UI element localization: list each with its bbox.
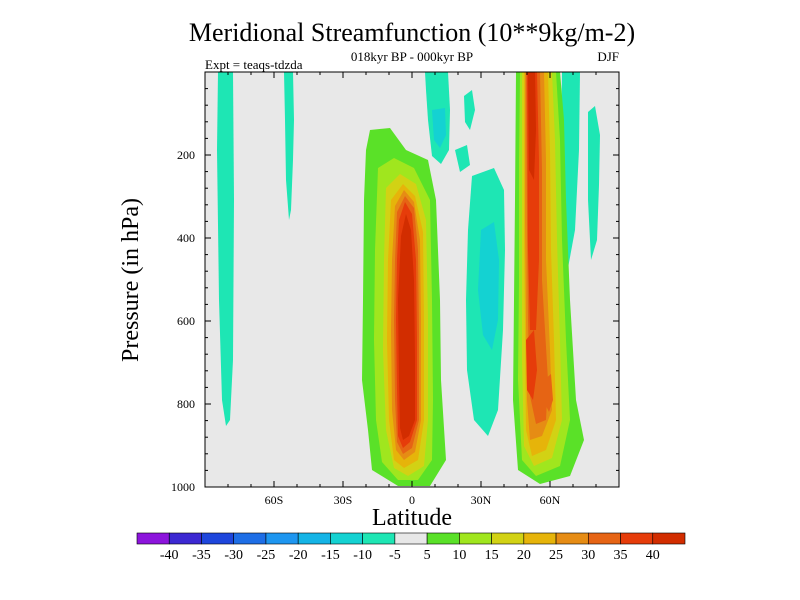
contour-nh-pos-40 xyxy=(528,72,536,180)
colorbar-swatch xyxy=(362,532,396,545)
colorbar-swatch xyxy=(459,532,492,545)
x-tick-label: 0 xyxy=(409,493,415,507)
colorbar-label: -5 xyxy=(389,548,401,563)
y-tick-label: 400 xyxy=(177,231,195,245)
contour-eq-pos-40 xyxy=(398,214,415,440)
colorbar-swatch xyxy=(587,532,621,545)
colorbar: -40 -35 -30 -25 -20 -15 -10 -5 5 10 15 20 25 30 35 40 xyxy=(136,532,686,563)
colorbar-swatch xyxy=(652,532,686,545)
subtitle-left: Expt = teaqs-tdzda xyxy=(205,57,303,72)
y-axis-label: Pressure (in hPa) xyxy=(118,198,144,362)
colorbar-swatch xyxy=(297,532,331,545)
colorbar-swatch xyxy=(555,532,589,545)
contour-nh-subtrop-neg-core xyxy=(478,222,499,350)
y-tick-label: 800 xyxy=(177,397,195,411)
plot-area: 60S 30S 0 30N 60N 200 400 600 800 1000 xyxy=(171,71,620,507)
colorbar-swatch xyxy=(233,532,267,545)
colorbar-label: 5 xyxy=(424,548,431,563)
subtitle-center: 018kyr BP - 000kyr BP xyxy=(351,49,473,64)
y-tick-label: 1000 xyxy=(171,480,195,494)
contour-sh-polar-neg xyxy=(217,72,234,426)
x-tick-label: 30S xyxy=(334,493,353,507)
contour-nh-pos-30-low xyxy=(544,374,553,412)
colorbar-label: 10 xyxy=(452,548,466,563)
colorbar-label: -25 xyxy=(257,548,276,563)
colorbar-label: 30 xyxy=(581,548,595,563)
colorbar-swatch xyxy=(168,532,202,545)
colorbar-swatch xyxy=(330,532,363,545)
colorbar-label: -20 xyxy=(289,548,308,563)
contour-trop-upper-neg-core xyxy=(432,108,446,148)
colorbar-label: 40 xyxy=(646,548,660,563)
y-tick-label: 200 xyxy=(177,148,195,162)
colorbar-swatch xyxy=(491,532,525,545)
subtitle-right: DJF xyxy=(597,49,619,64)
colorbar-swatch xyxy=(201,532,235,545)
contour-trop-small-neg-2 xyxy=(455,145,470,172)
x-tick-label: 30N xyxy=(471,493,492,507)
y-tick-label: 600 xyxy=(177,314,195,328)
colorbar-label: 15 xyxy=(485,548,499,563)
colorbar-label: -10 xyxy=(353,548,372,563)
tick-layer: 60S 30S 0 30N 60N 200 400 600 800 1000 xyxy=(171,72,619,507)
colorbar-swatch xyxy=(136,532,170,545)
contour-sh-filament-neg xyxy=(284,72,294,220)
colorbar-label: -30 xyxy=(224,548,243,563)
colorbar-label: -40 xyxy=(160,548,179,563)
colorbar-swatch xyxy=(265,532,299,545)
colorbar-label: -15 xyxy=(321,548,340,563)
colorbar-label: 25 xyxy=(549,548,563,563)
colorbar-swatch xyxy=(523,532,557,545)
x-axis-label: Latitude xyxy=(372,505,452,531)
contour-trop-small-neg xyxy=(464,90,475,130)
contour-nh-pos-35-low xyxy=(526,330,537,400)
colorbar-label: 20 xyxy=(517,548,531,563)
chart-title: Meridional Streamfunction (10**9kg/m-2) xyxy=(189,18,635,47)
contour-polar-neg xyxy=(588,106,600,260)
x-tick-label: 60N xyxy=(540,493,561,507)
colorbar-swatch xyxy=(394,532,428,545)
colorbar-label: -35 xyxy=(192,548,211,563)
colorbar-swatch xyxy=(620,532,654,545)
colorbar-swatch xyxy=(426,532,460,545)
colorbar-label: 35 xyxy=(614,548,628,563)
x-tick-label: 60S xyxy=(265,493,284,507)
contour-fill-layer xyxy=(217,72,600,486)
